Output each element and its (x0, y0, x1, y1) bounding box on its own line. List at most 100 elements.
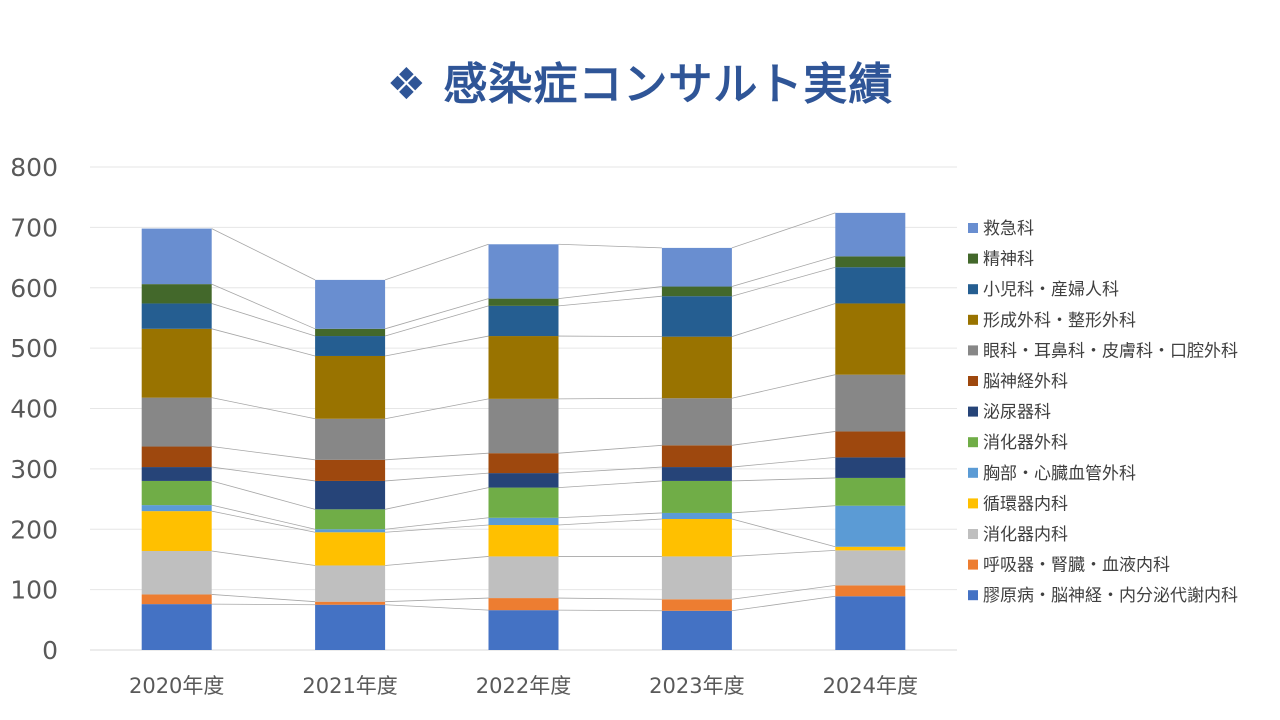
series-line (385, 335, 489, 357)
bar-segment (141, 511, 212, 551)
series-line (211, 446, 316, 461)
bar-segment (141, 328, 212, 398)
legend-label: 胸部・心臓血管外科 (983, 464, 1136, 484)
series-line (731, 518, 836, 548)
bar-segment (315, 601, 386, 605)
bar-segment (488, 473, 559, 488)
series-line (558, 518, 662, 526)
bar-segment (661, 556, 732, 600)
legend: 救急科精神科小児科・産婦人科形成外科・整形外科眼科・耳鼻科・皮膚科・口腔外科脳神… (968, 219, 1238, 606)
x-tick-label: 2023年度 (649, 674, 744, 698)
bar-segment (661, 336, 732, 399)
legend-swatch (968, 559, 978, 570)
bar-segment (835, 431, 906, 458)
bar-segment (488, 517, 559, 526)
bar-segment (835, 477, 906, 506)
bars (141, 212, 906, 650)
bar-segment (661, 467, 732, 481)
bar-segment (835, 303, 906, 375)
series-line (384, 298, 489, 330)
legend-label: 膠原病・脳神経・内分泌代謝内科 (983, 586, 1238, 606)
x-tick-label: 2022年度 (476, 674, 571, 698)
series-line (385, 597, 489, 603)
legend-swatch (968, 467, 978, 478)
legend-swatch (968, 376, 978, 386)
series-line (731, 595, 836, 612)
bar-segment (661, 296, 732, 337)
y-tick-label: 800 (10, 153, 58, 182)
bar-segment (488, 598, 559, 611)
bar-segment (141, 594, 212, 605)
bar-segment (661, 247, 732, 287)
bar-segment (141, 550, 212, 595)
bar-segment (315, 509, 386, 530)
legend-label: 脳神経外科 (983, 372, 1068, 392)
bar-segment (141, 303, 212, 329)
y-tick-label: 400 (10, 395, 58, 424)
y-tick-label: 0 (42, 636, 58, 665)
legend-label: 眼科・耳鼻科・皮膚科・口腔外科 (983, 341, 1238, 361)
bar-segment (141, 446, 212, 468)
bar-segment (661, 512, 732, 519)
bar-segment (488, 525, 559, 557)
bar-segment (315, 532, 386, 566)
bar-segment (661, 445, 732, 468)
bar-segment (835, 505, 906, 547)
bar-segment (315, 418, 386, 460)
y-tick-label: 700 (10, 213, 58, 242)
bar-segment (141, 480, 212, 506)
x-tick-label: 2021年度 (302, 674, 397, 698)
bar-segment (315, 328, 386, 337)
bar-segment (141, 604, 212, 650)
bar-segment (315, 459, 386, 481)
series-line (558, 397, 662, 400)
y-tick-label: 300 (10, 455, 58, 484)
legend-label: 救急科 (983, 219, 1034, 239)
bar-segment (488, 244, 559, 299)
bar-segment (835, 256, 906, 268)
bar-segment (835, 212, 906, 257)
series-line (211, 594, 316, 603)
bar-segment (488, 453, 559, 474)
bar-segment (315, 279, 386, 329)
series-line (558, 286, 662, 300)
bar-segment (141, 467, 212, 481)
bar-segment (661, 599, 732, 611)
series-line (384, 305, 489, 337)
legend-swatch (968, 284, 978, 295)
legend-label: 消化器内科 (983, 525, 1068, 545)
legend-swatch (968, 590, 978, 601)
legend-label: 泌尿器科 (983, 403, 1051, 423)
bar-segment (835, 546, 906, 551)
series-line (731, 477, 836, 482)
legend-swatch (968, 345, 978, 356)
series-line (731, 266, 836, 297)
bar-segment (661, 286, 732, 297)
series-line (385, 517, 489, 530)
series-line (385, 556, 489, 566)
series-line (731, 505, 836, 514)
bar-segment (141, 505, 212, 512)
series-line (211, 328, 316, 357)
legend-swatch (968, 529, 978, 539)
series-line (211, 603, 316, 606)
legend-label: 呼吸器・腎臓・血液内科 (983, 556, 1170, 576)
series-line (385, 524, 489, 533)
series-line (731, 303, 836, 338)
bar-segment (315, 480, 386, 510)
bar-segment (835, 585, 906, 597)
bar-segment (835, 457, 906, 478)
series-line (211, 397, 316, 420)
legend-label: 小児科・産婦人科 (983, 280, 1119, 300)
chart-title: ❖ 感染症コンサルト実績 (386, 59, 894, 110)
series-line (211, 228, 316, 281)
legend-label: 形成外科・整形外科 (983, 311, 1136, 331)
bar-segment (661, 480, 732, 513)
bar-segment (835, 267, 906, 304)
y-tick-label: 600 (10, 274, 58, 303)
series-line (731, 374, 836, 399)
series-line (558, 609, 662, 612)
bar-segment (315, 604, 386, 650)
series-line (558, 243, 662, 249)
